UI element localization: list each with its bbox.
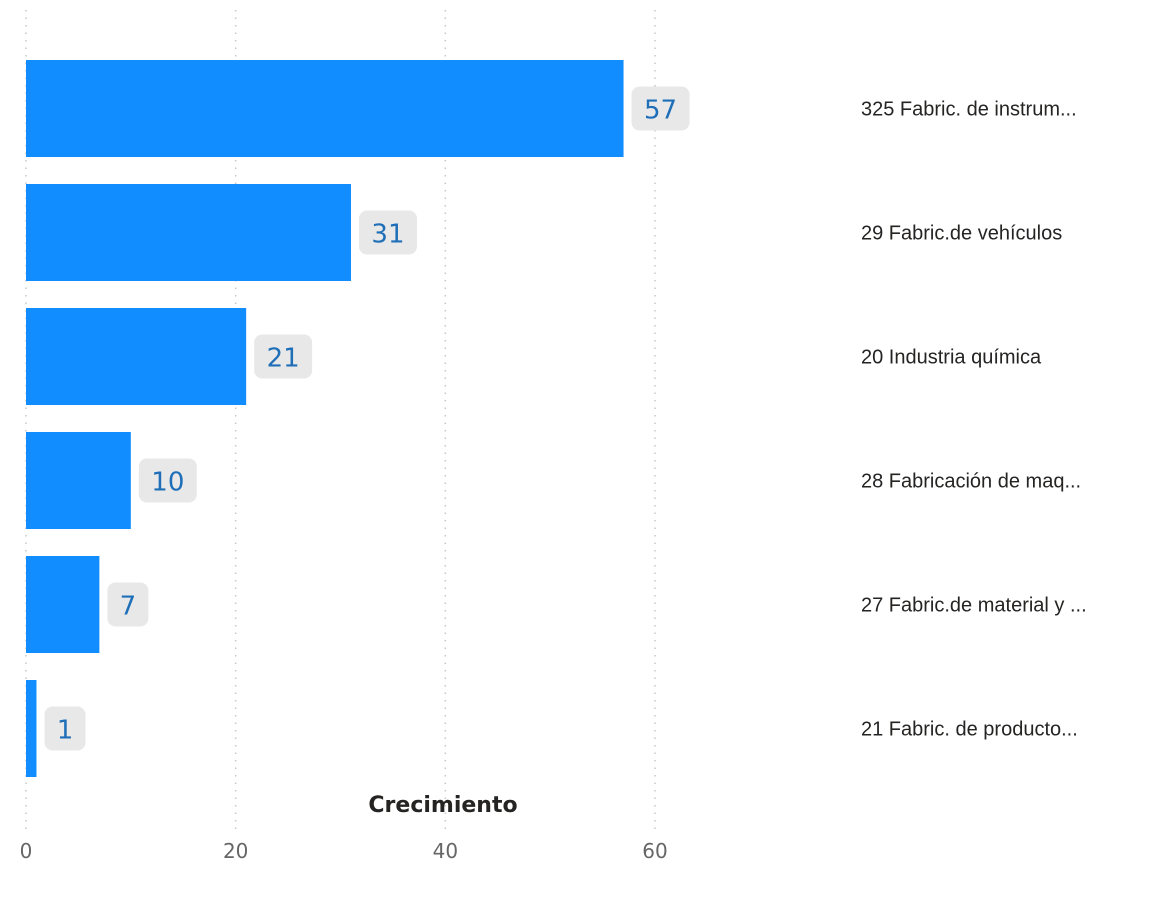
bar[interactable]: [26, 432, 131, 529]
x-axis-title: Crecimiento: [368, 793, 517, 818]
bar[interactable]: [26, 308, 247, 405]
data-label: 21: [267, 344, 300, 374]
x-axis: 0 20 40 60: [20, 839, 668, 863]
bars: [26, 60, 624, 777]
gridlines: [25, 10, 656, 835]
category-label: 21 Fabric. de producto...: [861, 719, 1078, 741]
x-tick-label: 20: [223, 839, 248, 863]
bar[interactable]: [26, 680, 37, 777]
x-tick-label: 0: [20, 839, 33, 863]
data-label-background: [138, 458, 197, 503]
data-label-background: [358, 210, 417, 255]
category-label: 28 Fabricación de maq...: [861, 471, 1081, 493]
category-label: 325 Fabric. de instrum...: [861, 99, 1077, 121]
x-tick-label: 40: [433, 839, 458, 863]
x-tick-label: 60: [642, 839, 667, 863]
data-labels: 57 31 21 10 7 1: [44, 86, 690, 751]
bar[interactable]: [26, 184, 351, 281]
data-label: 31: [371, 220, 404, 250]
category-label: 29 Fabric.de vehículos: [861, 223, 1062, 245]
data-label: 1: [57, 716, 74, 746]
data-label-background: [631, 86, 690, 131]
category-label: 27 Fabric.de material y ...: [861, 595, 1087, 617]
data-label: 10: [151, 468, 184, 498]
bar[interactable]: [26, 60, 624, 157]
category-labels: 325 Fabric. de instrum... 29 Fabric.de ve…: [861, 99, 1087, 741]
data-label: 57: [644, 96, 677, 126]
bar[interactable]: [26, 556, 100, 653]
data-label-background: [254, 334, 313, 379]
data-label-background: [44, 706, 86, 751]
category-label: 20 Industria química: [861, 347, 1042, 369]
data-label: 7: [120, 592, 137, 622]
data-label-background: [107, 582, 149, 627]
